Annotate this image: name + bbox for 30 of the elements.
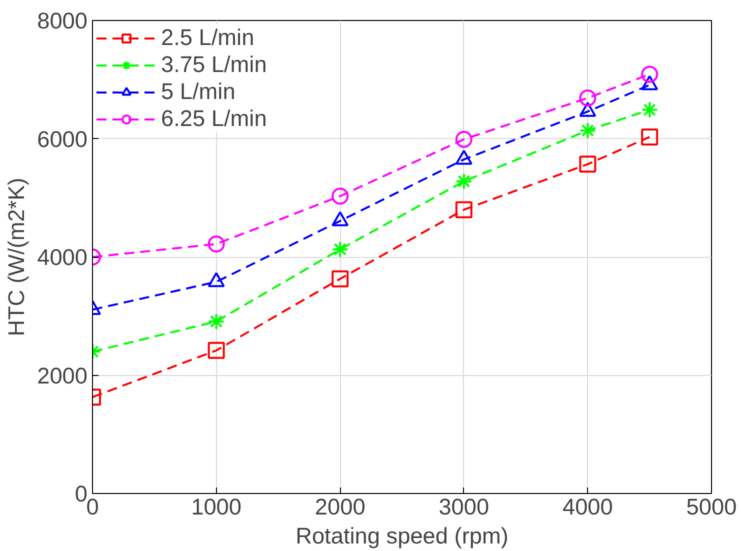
y-tick-label: 2000 bbox=[37, 362, 88, 388]
legend-label: 2.5 L/min bbox=[161, 24, 254, 51]
point bbox=[208, 236, 225, 252]
legend-label: 3.75 L/min bbox=[161, 51, 267, 78]
point bbox=[579, 156, 596, 173]
x-tick-label: 1000 bbox=[191, 494, 242, 520]
point bbox=[332, 270, 349, 288]
point bbox=[579, 89, 596, 106]
x-tick-label: 2000 bbox=[314, 494, 366, 520]
y-tick-label: 6000 bbox=[37, 126, 88, 152]
legend-label: 6.25 L/min bbox=[161, 105, 267, 132]
point bbox=[579, 122, 596, 139]
point bbox=[208, 312, 225, 330]
point bbox=[455, 130, 472, 148]
x-axis-title: Rotating speed (rpm) bbox=[296, 522, 508, 548]
point bbox=[455, 172, 472, 190]
y-tick-label: 8000 bbox=[37, 8, 88, 34]
point bbox=[332, 188, 349, 205]
x-tick-label: 3000 bbox=[438, 494, 490, 520]
legend-label: 5 L/min bbox=[161, 78, 236, 105]
y-axis-title: HTC (W/(m2*K) bbox=[3, 178, 30, 336]
point bbox=[208, 342, 225, 359]
x-tick-label: 4000 bbox=[562, 494, 613, 520]
point bbox=[641, 101, 658, 118]
point bbox=[332, 240, 349, 258]
x-tick-label: 5000 bbox=[686, 494, 737, 520]
point bbox=[455, 201, 472, 218]
y-tick-label: 4000 bbox=[37, 244, 88, 270]
point bbox=[641, 66, 658, 83]
point bbox=[641, 128, 658, 146]
